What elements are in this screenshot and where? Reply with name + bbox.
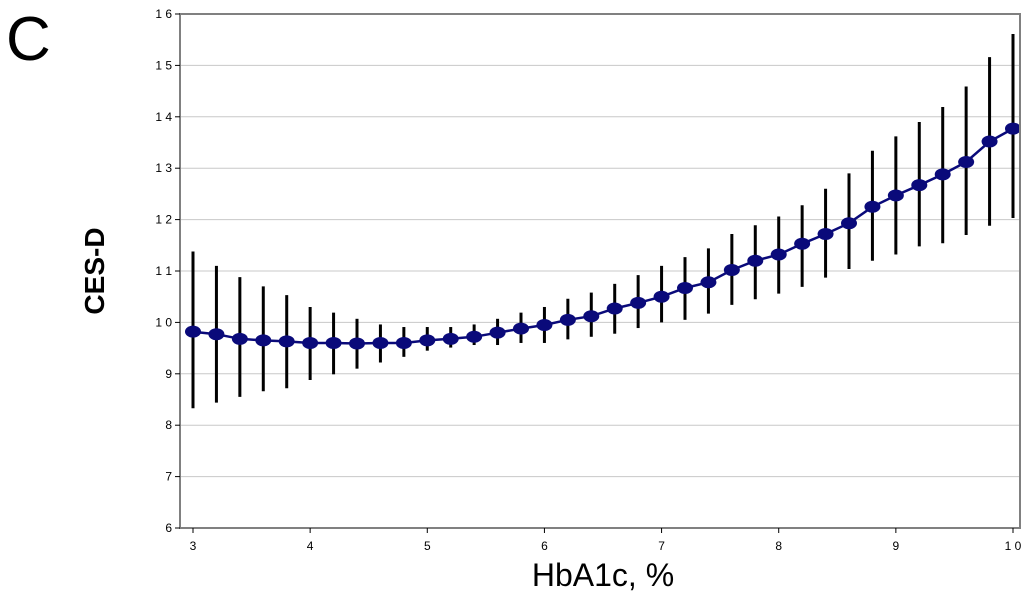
y-tick-label: 6	[165, 521, 172, 535]
data-point	[278, 335, 295, 348]
data-point	[958, 156, 975, 169]
y-tick-label: 1 5	[155, 58, 172, 72]
data-point	[231, 332, 248, 345]
x-tick-label: 8	[775, 539, 782, 553]
data-point	[302, 336, 319, 349]
error-bars	[191, 34, 1015, 409]
series-line	[192, 127, 1014, 345]
y-tick-label: 8	[165, 418, 172, 432]
x-tick-label: 7	[658, 539, 665, 553]
data-point	[466, 330, 483, 343]
data-point	[185, 325, 201, 338]
data-point	[770, 248, 787, 261]
y-axis-title: CES-D	[79, 227, 110, 314]
series-line-layer	[192, 127, 1014, 345]
data-point	[864, 200, 881, 213]
data-point	[817, 227, 834, 240]
data-point	[325, 336, 342, 349]
data-point	[489, 326, 506, 339]
x-axis-title: HbA1c, %	[532, 557, 674, 593]
y-tick-labels: 6 7 8 9 1 0 1 1 1 2 1 3 1 4 1 5 1 6	[155, 7, 180, 535]
x-tick-label: 6	[541, 539, 548, 553]
y-tick-label: 1 2	[155, 213, 172, 227]
y-tick-label: 9	[165, 367, 172, 381]
y-tick-label: 1 3	[155, 161, 172, 175]
data-point	[887, 189, 904, 202]
x-tick-label: 1 0	[1005, 539, 1022, 553]
x-tick-label: 5	[424, 539, 431, 553]
y-tick-label: 1 4	[155, 110, 172, 124]
data-point	[559, 313, 576, 326]
data-point	[911, 179, 928, 192]
data-point	[583, 310, 600, 323]
x-tick-label: 3	[190, 539, 197, 553]
data-point	[536, 318, 553, 331]
data-point	[513, 322, 529, 335]
y-tick-label: 1 0	[155, 315, 172, 329]
y-tick-label: 1 6	[155, 7, 172, 21]
data-point	[981, 135, 998, 148]
y-tick-label: 7	[165, 470, 172, 484]
data-point	[419, 334, 436, 347]
data-point	[794, 237, 811, 250]
data-point	[677, 281, 693, 294]
x-tick-label: 4	[307, 539, 314, 553]
y-tick-label: 1 1	[155, 264, 172, 278]
data-points	[185, 122, 1021, 350]
data-point	[606, 302, 623, 315]
data-point	[442, 332, 459, 345]
data-point	[723, 263, 740, 276]
data-point	[841, 217, 857, 230]
x-tick-label: 9	[893, 539, 900, 553]
data-point	[934, 168, 951, 181]
data-point	[208, 328, 225, 341]
data-point	[700, 276, 717, 289]
data-point	[653, 290, 670, 303]
grid-lines	[180, 64, 1020, 478]
data-point	[372, 336, 389, 349]
x-tick-labels: 3 4 5 6 7 8 9 1 0	[190, 528, 1022, 553]
data-point	[349, 337, 365, 350]
data-point	[747, 254, 764, 267]
data-point	[1005, 122, 1021, 135]
data-point	[630, 296, 647, 309]
data-point	[255, 334, 272, 347]
data-point	[395, 336, 412, 349]
panel-label: C	[6, 5, 51, 74]
